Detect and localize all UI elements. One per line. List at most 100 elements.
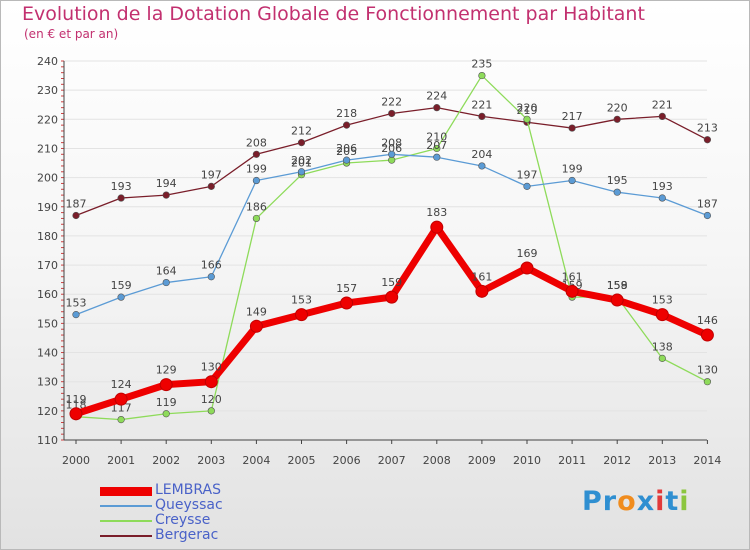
- data-label: 161: [562, 270, 583, 283]
- y-tick-label: 230: [37, 84, 58, 97]
- x-tick-label: 2003: [197, 454, 225, 467]
- data-point: [385, 290, 399, 304]
- data-point: [568, 176, 576, 185]
- data-point: [388, 150, 396, 158]
- data-label: 119: [156, 396, 177, 409]
- data-point: [433, 144, 441, 153]
- legend-item-bergerac: Bergerac: [100, 527, 300, 544]
- data-label: 204: [471, 148, 492, 161]
- data-label: 212: [291, 125, 312, 138]
- data-point: [249, 319, 263, 333]
- data-label: 220: [517, 101, 538, 114]
- data-point: [159, 378, 173, 392]
- x-tick-label: 2000: [62, 454, 90, 467]
- data-point: [433, 104, 441, 112]
- y-tick-label: 160: [37, 288, 58, 301]
- x-tick-label: 2004: [242, 454, 270, 467]
- data-point: [162, 278, 170, 287]
- data-label: 199: [246, 163, 267, 176]
- data-point: [658, 354, 666, 362]
- chart-title: Evolution de la Dotation Globale de Fonc…: [22, 3, 645, 25]
- legend-item-creysse: Creysse: [100, 512, 300, 529]
- y-tick-label: 200: [37, 172, 58, 185]
- legend-label: LEMBRAS: [155, 482, 221, 498]
- data-label: 210: [426, 130, 447, 143]
- y-tick-label: 110: [37, 434, 58, 447]
- data-label: 153: [652, 294, 673, 307]
- data-label: 206: [381, 142, 402, 155]
- y-tick-label: 130: [37, 376, 58, 389]
- data-label: 153: [291, 294, 312, 307]
- data-point: [72, 211, 80, 220]
- data-label: 161: [471, 270, 492, 283]
- data-point: [207, 182, 215, 190]
- data-point: [252, 150, 260, 158]
- data-point: [658, 112, 666, 120]
- x-tick-label: 2011: [558, 454, 586, 467]
- legend-item-lembras: LEMBRAS: [100, 482, 300, 499]
- chart-legend: LEMBRAS Queyssac Creysse Bergerac: [100, 482, 300, 544]
- data-label: 186: [246, 200, 267, 213]
- data-label: 217: [562, 110, 583, 123]
- data-point: [207, 407, 215, 415]
- y-tick-label: 240: [37, 55, 58, 68]
- legend-item-queyssac: Queyssac: [100, 498, 300, 514]
- y-tick-label: 140: [37, 347, 58, 360]
- data-point: [114, 392, 128, 406]
- y-tick-label: 120: [37, 405, 58, 418]
- data-label: 166: [201, 259, 222, 272]
- data-label: 187: [697, 198, 718, 211]
- data-point: [523, 115, 531, 123]
- data-point: [655, 308, 669, 322]
- data-point: [565, 284, 579, 298]
- y-tick-label: 170: [37, 259, 58, 272]
- data-label: 153: [66, 297, 87, 310]
- data-label: 187: [66, 198, 87, 211]
- data-label: 224: [426, 90, 447, 103]
- data-point: [297, 168, 306, 176]
- legend-label: Bergerac: [155, 527, 219, 543]
- data-point: [520, 261, 534, 275]
- y-tick-label: 180: [37, 230, 58, 243]
- y-tick-label: 210: [37, 142, 58, 155]
- data-label: 213: [697, 122, 718, 135]
- data-label: 195: [607, 174, 628, 187]
- legend-label: Creysse: [155, 512, 211, 528]
- data-label: 183: [426, 206, 447, 219]
- x-tick-label: 2001: [107, 454, 135, 467]
- chart-subtitle: (en € et par an): [24, 27, 119, 41]
- data-label: 202: [291, 154, 312, 167]
- data-point: [478, 162, 486, 170]
- proxiti-logo: Proxiti: [582, 486, 690, 517]
- data-point: [700, 328, 714, 342]
- data-label: 158: [607, 279, 628, 292]
- data-point: [658, 194, 666, 202]
- data-point: [568, 124, 576, 132]
- data-label: 146: [697, 314, 718, 327]
- data-point: [388, 109, 396, 118]
- data-label: 159: [607, 279, 628, 292]
- data-point: [478, 112, 486, 120]
- data-point: [295, 308, 308, 322]
- data-label: 208: [246, 136, 267, 149]
- data-label: 169: [517, 247, 538, 260]
- data-point: [523, 182, 531, 190]
- x-tick-label: 2005: [288, 454, 316, 467]
- data-label: 205: [336, 145, 357, 158]
- data-point: [703, 378, 712, 386]
- y-tick-label: 190: [37, 201, 58, 214]
- data-point: [117, 194, 125, 202]
- data-label: 119: [66, 393, 87, 406]
- legend-swatch: [100, 486, 152, 496]
- data-label: 218: [336, 107, 357, 120]
- data-label: 157: [336, 282, 357, 295]
- data-label: 197: [201, 168, 222, 181]
- data-label: 129: [156, 364, 177, 377]
- data-label: 206: [336, 142, 357, 155]
- x-tick-label: 2006: [333, 454, 361, 467]
- x-tick-label: 2008: [423, 454, 451, 467]
- data-label: 197: [517, 168, 538, 181]
- data-label: 221: [652, 98, 673, 111]
